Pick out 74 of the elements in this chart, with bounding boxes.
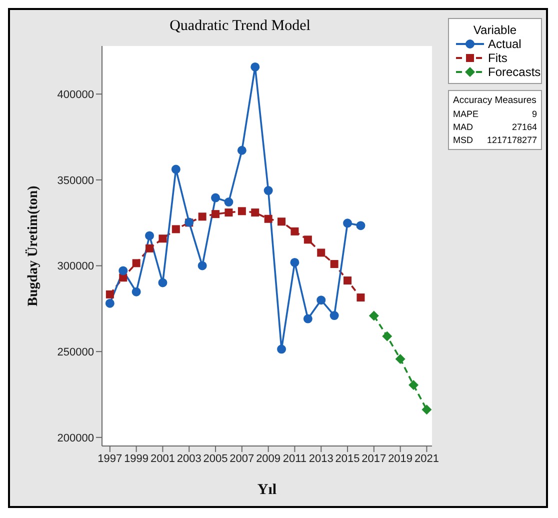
point xyxy=(250,62,260,72)
point xyxy=(132,259,140,268)
x-tick-label: 2011 xyxy=(282,452,307,465)
x-tick-label: 1997 xyxy=(98,452,122,465)
x-tick-label: 2003 xyxy=(176,452,202,465)
point xyxy=(132,287,141,296)
point xyxy=(212,210,220,218)
y-tick-label: 400000 xyxy=(57,88,94,101)
point xyxy=(158,278,168,288)
text: 1217178277 xyxy=(486,135,537,145)
y-tick-label: 350000 xyxy=(57,174,94,187)
point xyxy=(344,276,352,285)
point xyxy=(264,214,272,223)
x-tick-label: 2007 xyxy=(230,452,254,465)
x-tick-label: 2019 xyxy=(388,452,413,465)
point xyxy=(146,244,154,252)
point xyxy=(356,294,365,302)
text: Accuracy Measures xyxy=(453,95,537,106)
point xyxy=(251,208,260,217)
point xyxy=(368,310,379,321)
point xyxy=(171,164,180,174)
legend-label: Forecasts xyxy=(488,65,541,79)
point xyxy=(237,146,246,155)
point xyxy=(382,331,392,342)
point xyxy=(118,266,128,276)
point xyxy=(343,218,352,228)
x-tick-label: 2001 xyxy=(150,452,175,465)
point xyxy=(395,354,406,364)
point xyxy=(145,231,154,240)
point xyxy=(316,296,326,305)
x-tick-label: 2017 xyxy=(362,452,386,465)
x-tick-label: 2015 xyxy=(335,452,360,465)
point xyxy=(238,207,246,216)
point xyxy=(224,198,234,207)
x-tick-label: 1999 xyxy=(124,452,149,465)
point xyxy=(290,258,300,267)
point xyxy=(422,404,432,415)
chart-title: Quadratic Trend Model xyxy=(168,18,312,35)
point xyxy=(224,208,233,217)
text: MSD xyxy=(453,135,473,145)
point xyxy=(264,186,273,196)
text: MAD xyxy=(453,122,473,132)
y-axis-title: Bugday Üretim(ton) xyxy=(24,185,41,306)
legend-label: Fits xyxy=(488,51,508,65)
point xyxy=(317,248,326,257)
x-axis-title: Yıl xyxy=(257,482,277,498)
point xyxy=(304,236,312,244)
x-tick-label: 2009 xyxy=(256,452,281,465)
point xyxy=(158,234,167,243)
x-tick-label: 2013 xyxy=(308,452,334,465)
text: 27164 xyxy=(512,122,537,132)
point xyxy=(330,311,339,320)
point xyxy=(290,227,299,236)
text: 9 xyxy=(532,109,537,119)
y-tick-label: 200000 xyxy=(57,432,94,444)
legend-label: Actual xyxy=(488,37,522,51)
legend-title: Variable xyxy=(472,23,518,37)
point xyxy=(211,193,220,202)
point xyxy=(278,218,286,226)
text: MAPE xyxy=(453,109,479,119)
point xyxy=(303,314,312,324)
point xyxy=(198,212,206,221)
point xyxy=(198,261,207,270)
x-tick-label: 2005 xyxy=(203,452,228,465)
point xyxy=(408,380,419,390)
point xyxy=(105,298,114,308)
y-tick-label: 300000 xyxy=(57,260,94,273)
x-tick-label: 2021 xyxy=(414,452,439,465)
point xyxy=(356,221,366,230)
point xyxy=(172,225,180,234)
point xyxy=(330,260,338,268)
y-tick-label: 250000 xyxy=(57,346,94,358)
point xyxy=(106,290,114,298)
point xyxy=(277,344,286,354)
